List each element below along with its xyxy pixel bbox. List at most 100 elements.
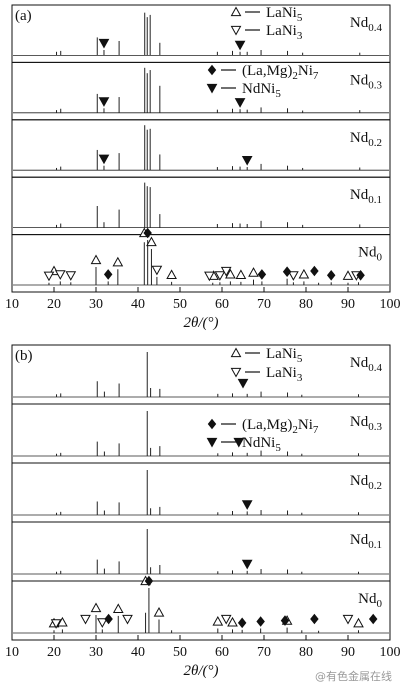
- x-tick-label: 30: [89, 645, 103, 660]
- subscript: 0.1: [368, 194, 382, 206]
- legend-label: LaNi5: [266, 5, 303, 24]
- text-part: Nd: [350, 532, 369, 548]
- phase-marker: [237, 617, 247, 629]
- phase-marker: [241, 559, 253, 570]
- phase-marker: [220, 614, 232, 625]
- x-tick-label: 80: [299, 645, 313, 660]
- text-part: Nd: [350, 72, 369, 88]
- legend-marker: [230, 367, 242, 378]
- pattern-frame: [11, 176, 391, 236]
- subscript: 2: [292, 424, 298, 436]
- legend-label: LaNi3: [266, 23, 303, 42]
- text-part: Nd: [350, 187, 369, 203]
- phase-marker: [90, 254, 102, 265]
- x-tick-label: 60: [215, 645, 229, 660]
- phase-marker: [43, 271, 55, 282]
- text-part: LaNi: [266, 346, 297, 362]
- series-label: Nd0.2: [350, 473, 382, 492]
- phase-marker: [65, 271, 77, 281]
- phase-marker: [112, 256, 124, 267]
- phase-marker: [342, 270, 354, 280]
- phase-marker: [57, 616, 68, 627]
- phase-marker: [241, 500, 253, 510]
- phase-marker: [233, 437, 245, 448]
- phase-marker: [112, 603, 124, 613]
- x-tick-label: 100: [380, 297, 400, 312]
- panel-label: (a): [15, 8, 32, 24]
- legend-marker: [230, 6, 242, 17]
- subscript: 0.3: [368, 421, 382, 433]
- pattern-frame: [11, 234, 391, 293]
- x-tick-label: 70: [257, 297, 271, 312]
- text-part: Nd: [350, 355, 369, 371]
- phase-marker: [234, 40, 246, 51]
- text-part: Nd: [350, 15, 369, 31]
- subscript: 0.4: [368, 362, 382, 374]
- phase-marker: [256, 616, 265, 627]
- phase-marker: [257, 269, 267, 280]
- text-part: NdNi: [242, 435, 275, 451]
- phase-marker: [298, 268, 310, 279]
- phase-marker: [146, 236, 157, 247]
- phase-marker: [368, 613, 378, 625]
- phase-marker: [310, 613, 319, 625]
- x-tick-label: 40: [131, 297, 145, 312]
- phase-marker: [96, 618, 108, 628]
- subscript: 3: [297, 30, 303, 42]
- legend-label: (La,Mg)2Ni7: [242, 417, 319, 436]
- phase-marker: [356, 269, 365, 281]
- x-tick-label: 50: [173, 645, 187, 660]
- series-label: Nd0.3: [350, 72, 383, 91]
- phase-marker: [282, 266, 292, 278]
- text-part: Ni: [298, 417, 313, 433]
- phase-marker: [280, 615, 290, 626]
- phase-marker: [237, 378, 249, 389]
- legend-marker: [207, 64, 217, 76]
- x-tick-label: 80: [299, 297, 313, 312]
- x-tick-label: 50: [173, 297, 187, 312]
- panel-label: (b): [15, 348, 33, 364]
- phase-marker: [241, 155, 253, 166]
- subscript: 7: [313, 424, 319, 436]
- pattern-frame: [11, 580, 391, 641]
- watermark: @有色金属在线: [315, 669, 392, 683]
- phase-marker: [214, 271, 226, 281]
- subscript: 5: [275, 88, 281, 100]
- phase-marker: [122, 614, 133, 625]
- text-part: LaNi: [266, 23, 297, 39]
- text-part: Ni: [298, 63, 313, 79]
- phase-marker: [144, 575, 154, 587]
- series-label: Nd0: [358, 591, 382, 610]
- phase-marker: [90, 602, 102, 613]
- legend-label: (La,Mg)2Ni7: [242, 63, 319, 82]
- series-label: Nd0.1: [350, 532, 382, 551]
- x-axis-label: 2θ/(°): [183, 663, 218, 679]
- phase-marker: [225, 268, 236, 279]
- legend-marker: [206, 83, 218, 94]
- legend-marker: [230, 25, 242, 36]
- x-tick-label: 90: [341, 645, 355, 660]
- x-tick-label: 40: [131, 645, 145, 660]
- pattern-frame: [11, 344, 391, 405]
- phase-marker: [204, 271, 215, 282]
- phase-marker: [80, 614, 91, 625]
- text-part: LaNi: [266, 5, 297, 21]
- text-part: (La,Mg): [242, 63, 292, 79]
- x-axis-label: 2θ/(°): [183, 315, 218, 331]
- x-tick-label: 10: [5, 645, 19, 660]
- text-part: Nd: [350, 473, 369, 489]
- subscript: 5: [297, 353, 303, 365]
- text-part: Nd: [358, 245, 377, 261]
- subscript: 0.1: [368, 539, 382, 551]
- series-label: Nd0.4: [350, 15, 383, 34]
- x-tick-label: 90: [341, 297, 355, 312]
- phase-marker: [234, 98, 246, 108]
- x-tick-label: 20: [47, 297, 61, 312]
- pattern-frame: [11, 462, 391, 523]
- x-tick-label: 20: [47, 645, 61, 660]
- legend-label: NdNi5: [242, 81, 281, 100]
- phase-marker: [50, 619, 62, 629]
- subscript: 0: [377, 252, 383, 264]
- phase-marker: [227, 616, 238, 627]
